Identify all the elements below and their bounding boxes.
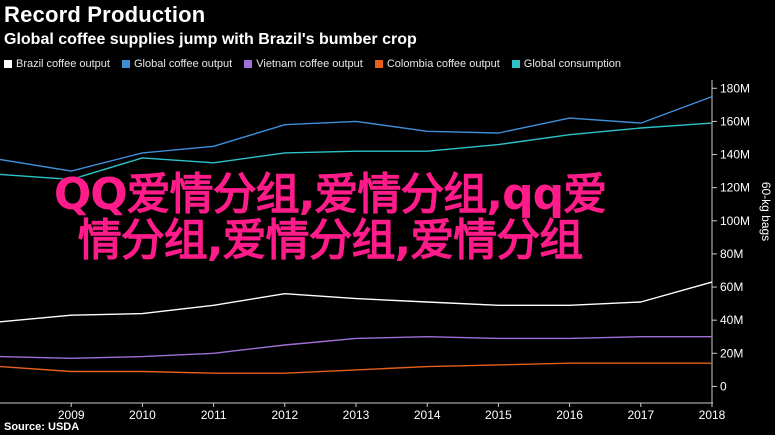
x-tick-label: 2010 [129,408,156,422]
y-tick-label: 80M [720,247,743,261]
series-line-vietnam-coffee-output [0,336,712,359]
chart-legend: Brazil coffee output Global coffee output… [4,58,621,70]
x-tick-label: 2015 [485,408,512,422]
x-tick-label: 2011 [201,408,227,422]
y-tick-label: 40M [720,313,743,327]
legend-label: Global coffee output [133,58,233,70]
series-line-global-consumption [0,122,713,181]
overlay-watermark-text: QQ爱情分组,爱情分组,qq爱 情分组,爱情分组,爱情分组 [0,172,660,264]
x-tick-label: 2012 [271,408,298,422]
series-line-global-coffee-output [0,95,713,172]
legend-swatch [511,60,520,68]
x-tick-label: 2018 [699,408,726,422]
y-axis-label: 60-kg bags [759,182,773,241]
y-tick-label: 120M [720,181,750,195]
legend-label: Vietnam coffee output [256,58,363,70]
y-tick-label: 0 [720,379,727,393]
series-line-colombia-coffee-output [0,362,712,374]
legend-label: Colombia coffee output [386,58,500,70]
series-line-brazil-coffee-output [0,281,713,323]
x-tick-label: 2017 [627,408,654,422]
legend-item-global-coffee-output: Global coffee output [121,58,233,70]
y-tick-label: 160M [720,114,750,128]
legend-swatch [244,60,253,68]
legend-swatch [374,60,383,68]
x-tick-label: 2009 [58,408,85,422]
legend-swatch [121,60,130,68]
legend-item-brazil-coffee-output: Brazil coffee output [4,58,110,70]
legend-label: Brazil coffee output [16,58,110,70]
y-tick-label: 140M [720,148,750,162]
legend-item-colombia-coffee-output: Colombia coffee output [374,58,500,70]
legend-swatch [4,60,12,68]
y-tick-label: 100M [720,214,750,228]
legend-item-vietnam-coffee-output: Vietnam coffee output [244,58,363,70]
x-tick-label: 2014 [414,408,441,422]
x-tick-label: 2013 [343,408,370,422]
y-tick-label: 20M [720,346,743,360]
chart-subtitle: Global coffee supplies jump with Brazil'… [4,31,417,48]
x-tick-label: 2016 [556,408,583,422]
legend-item-global-consumption: Global consumption [511,58,622,70]
y-tick-label: 180M [720,81,750,95]
source-note: Source: USDA [4,421,80,433]
overlay-line-2: 情分组,爱情分组,爱情分组 [77,215,583,266]
legend-label: Global consumption [523,58,622,70]
overlay-line-1: QQ爱情分组,爱情分组,qq爱 [53,169,607,220]
y-tick-label: 60M [720,280,743,294]
chart-title: Record Production [4,2,206,27]
